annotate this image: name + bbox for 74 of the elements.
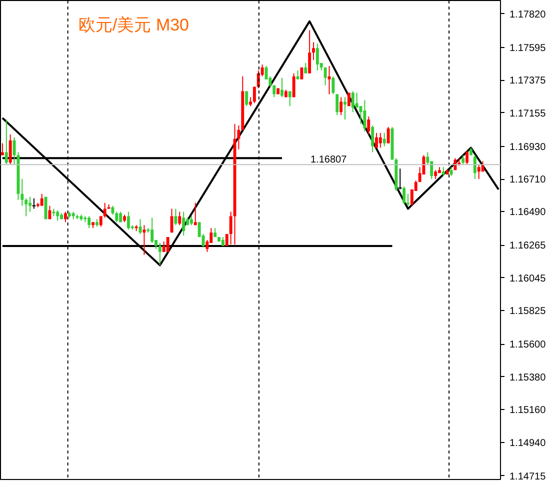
y-tick-label: 1.15160 bbox=[510, 405, 546, 416]
candlestick bbox=[363, 100, 366, 132]
candlestick bbox=[340, 96, 343, 116]
candlestick bbox=[182, 211, 186, 236]
candlestick bbox=[430, 160, 434, 180]
candlestick bbox=[28, 196, 32, 212]
ref-line-label: 1.16807 bbox=[310, 154, 348, 166]
candlestick bbox=[466, 150, 469, 165]
y-tick-label: 1.17155 bbox=[510, 108, 546, 120]
candlestick bbox=[406, 193, 410, 206]
candlestick bbox=[473, 154, 476, 180]
candlestick bbox=[150, 217, 154, 244]
candlestick bbox=[398, 168, 402, 190]
candlestick bbox=[4, 119, 8, 165]
y-tick-label: 1.15600 bbox=[510, 340, 546, 351]
candlestick bbox=[24, 198, 28, 217]
y-tick-label: 1.14940 bbox=[510, 438, 546, 449]
candlestick bbox=[8, 134, 12, 165]
candlestick bbox=[477, 164, 480, 180]
candlestick bbox=[304, 62, 308, 74]
y-tick-label: 1.15825 bbox=[510, 306, 546, 318]
candlestick bbox=[229, 211, 232, 245]
candlestick bbox=[88, 216, 91, 229]
y-tick-label: 1.16710 bbox=[510, 174, 546, 186]
candlestick bbox=[178, 211, 182, 226]
y-tick-label: 1.17595 bbox=[510, 42, 546, 54]
candlestick bbox=[375, 132, 378, 148]
y-tick-label: 1.17375 bbox=[510, 76, 546, 87]
candlestick bbox=[225, 234, 228, 246]
candlestick bbox=[312, 42, 315, 61]
text: 欧元/美元 M30 bbox=[78, 16, 190, 34]
candlestick bbox=[158, 242, 162, 266]
candlestick bbox=[316, 43, 319, 71]
candlestick bbox=[40, 193, 44, 206]
y-tick-label: 1.14715 bbox=[510, 471, 546, 482]
candlestick bbox=[166, 236, 170, 252]
candlestick bbox=[142, 224, 146, 256]
candlestick bbox=[174, 208, 178, 226]
candlestick bbox=[336, 94, 339, 116]
candlestick bbox=[347, 92, 350, 107]
candlestick bbox=[194, 202, 197, 226]
candlestick bbox=[324, 66, 327, 86]
candlestick bbox=[371, 124, 374, 153]
y-tick-label: 1.16930 bbox=[510, 142, 546, 153]
candlestick bbox=[402, 186, 406, 205]
candlestick bbox=[245, 90, 248, 107]
candlestick bbox=[351, 90, 354, 113]
candlestick bbox=[344, 96, 346, 120]
candlestick bbox=[386, 126, 390, 144]
candlestick bbox=[115, 211, 118, 223]
candlestick bbox=[288, 90, 292, 107]
candlestick bbox=[252, 86, 256, 104]
candlestick bbox=[332, 76, 335, 95]
candlestick bbox=[32, 198, 36, 210]
candlestick bbox=[103, 202, 106, 218]
y-tick-label: 1.16045 bbox=[510, 273, 546, 284]
candlestick bbox=[308, 30, 312, 74]
y-tick-label: 1.16490 bbox=[510, 207, 546, 218]
y-tick-label: 1.16265 bbox=[510, 240, 546, 252]
candlestick bbox=[292, 72, 296, 98]
candlestick bbox=[126, 211, 130, 230]
candlestick bbox=[355, 92, 358, 108]
candlestick bbox=[99, 216, 102, 228]
candlestick bbox=[378, 132, 382, 148]
candlestick bbox=[48, 205, 52, 220]
candlestick bbox=[56, 210, 60, 222]
candlestick bbox=[162, 240, 166, 252]
y-tick-label: 1.15380 bbox=[510, 372, 546, 384]
candlestick bbox=[367, 116, 370, 135]
candlestick bbox=[64, 211, 67, 223]
candlestick bbox=[382, 132, 386, 147]
candlestick bbox=[20, 178, 24, 206]
y-tick-label: 1.17820 bbox=[510, 9, 546, 20]
candlestick bbox=[280, 77, 284, 98]
